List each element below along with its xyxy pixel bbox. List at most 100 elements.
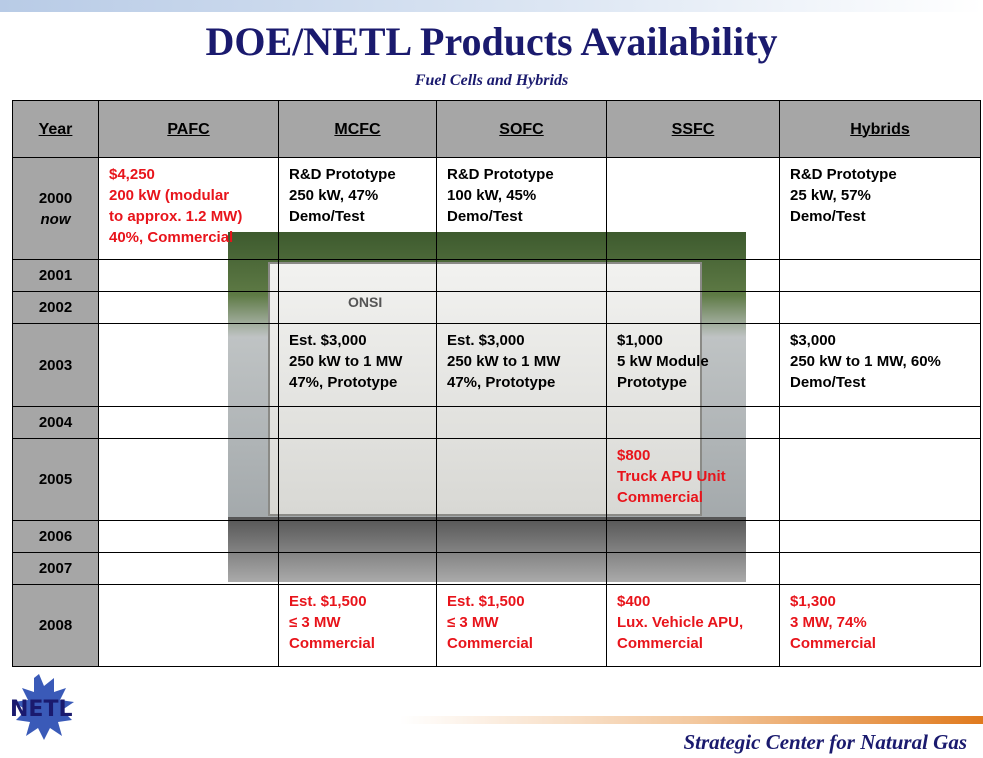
year-note: now: [40, 210, 71, 228]
year: 2007: [38, 560, 73, 577]
year: 2001: [38, 267, 73, 284]
cell: [779, 520, 981, 553]
cell-line: Prototype: [617, 374, 688, 391]
year: 2002: [38, 299, 73, 316]
cell: [436, 438, 607, 521]
cell: [98, 259, 279, 292]
cell-line: $800: [617, 447, 651, 464]
cell: [779, 438, 981, 521]
cell: $3,000 250 kW to 1 MW, 60% Demo/Test: [779, 323, 981, 407]
cell-line: $3,000: [790, 332, 836, 349]
logo: NETL: [10, 674, 74, 740]
cell: [436, 406, 607, 439]
table-row: 2004: [12, 406, 981, 439]
cell: $4,250 200 kW (modular to approx. 1.2 MW) 4…: [98, 157, 279, 260]
cell: [606, 406, 780, 439]
cell-line: Commercial: [289, 635, 375, 652]
cell: R&D Prototype 250 kW, 47% Demo/Test: [278, 157, 437, 260]
cell: [278, 406, 437, 439]
cell: [278, 259, 437, 292]
year-cell: 2008: [12, 584, 99, 667]
cell-line: Est. $3,000: [289, 332, 367, 349]
cell: Est. $3,000 250 kW to 1 MW 47%, Prototype: [436, 323, 607, 407]
footer-text: Strategic Center for Natural Gas: [683, 730, 967, 754]
cell-line: ≤ 3 MW: [289, 614, 341, 631]
cell-line: 100 kW, 45%: [447, 187, 537, 204]
table-row: 2003 Est. $3,000 250 kW to 1 MW 47%, Protot…: [12, 323, 981, 407]
column-header: Hybrids: [779, 100, 981, 158]
cell: [98, 520, 279, 553]
cell: [98, 323, 279, 407]
cell-line: 25 kW, 57%: [790, 187, 871, 204]
year-cell: 2003: [12, 323, 99, 407]
cell-line: 250 kW to 1 MW: [447, 353, 561, 370]
cell-line: Est. $1,500: [289, 593, 367, 610]
cell: [98, 406, 279, 439]
top-bar: [0, 0, 983, 12]
cell-line: Est. $1,500: [447, 593, 525, 610]
header-row: Year PAFC MCFC SOFC SSFC Hybrids: [12, 100, 981, 158]
cell-line: to approx. 1.2 MW): [109, 208, 243, 225]
table-row: 2000 now $4,250 200 kW (modular to approx. 1…: [12, 157, 981, 260]
cell: [436, 259, 607, 292]
cell-line: $400: [617, 593, 651, 610]
cell-line: R&D Prototype: [289, 166, 396, 183]
cell-line: Commercial: [790, 635, 876, 652]
cell-line: 250 kW to 1 MW, 60%: [790, 353, 941, 370]
table-row: 2006: [12, 520, 981, 553]
subtitle: Fuel Cells and Hybrids: [414, 72, 569, 89]
cell: [98, 291, 279, 324]
cell-line: R&D Prototype: [790, 166, 897, 183]
cell: [779, 552, 981, 585]
cell-line: ≤ 3 MW: [447, 614, 499, 631]
year: 2008: [38, 617, 73, 634]
cell-line: 250 kW to 1 MW: [289, 353, 403, 370]
cell-line: $1,000: [617, 332, 663, 349]
year: 2005: [38, 471, 73, 488]
cell: [278, 438, 437, 521]
year-cell: 2007: [12, 552, 99, 585]
cell-line: Demo/Test: [447, 208, 523, 225]
table-row: 2005 $800 Truck APU Unit Commercial: [12, 438, 981, 521]
year-cell: 2005: [12, 438, 99, 521]
year-cell: 2001: [12, 259, 99, 292]
year: 2006: [38, 528, 73, 545]
footer-bar: [400, 716, 983, 724]
cell: [779, 291, 981, 324]
cell-line: 200 kW (modular: [109, 187, 230, 204]
year-cell: 2004: [12, 406, 99, 439]
cell: [436, 520, 607, 553]
cell-line: 3 MW, 74%: [790, 614, 867, 631]
cell: [98, 584, 279, 667]
table-row: 2007: [12, 552, 981, 585]
cell: $800 Truck APU Unit Commercial: [606, 438, 780, 521]
cell-line: Lux. Vehicle APU,: [617, 614, 744, 631]
column-header: SOFC: [436, 100, 607, 158]
cell-line: 250 kW, 47%: [289, 187, 379, 204]
column-header: Year: [12, 100, 99, 158]
cell-line: Est. $3,000: [447, 332, 525, 349]
year: 2000: [38, 189, 73, 207]
column-header: SSFC: [606, 100, 780, 158]
cell-line: Commercial: [617, 489, 703, 506]
cell-line: 40%, Commercial: [109, 229, 234, 246]
table-row: 2001: [12, 259, 981, 292]
cell-line: Commercial: [617, 635, 703, 652]
column-header: MCFC: [278, 100, 437, 158]
cell: [98, 438, 279, 521]
cell: Est. $3,000 250 kW to 1 MW 47%, Prototype: [278, 323, 437, 407]
column-header: PAFC: [98, 100, 279, 158]
cell: [606, 552, 780, 585]
cell: [436, 552, 607, 585]
cell-line: 47%, Prototype: [447, 374, 556, 391]
title: DOE/NETL Products Availability: [205, 19, 778, 64]
cell: [779, 259, 981, 292]
cell: R&D Prototype 25 kW, 57% Demo/Test: [779, 157, 981, 260]
cell: [606, 520, 780, 553]
year-cell: 2002: [12, 291, 99, 324]
year: 2003: [38, 356, 73, 374]
cell: $1,300 3 MW, 74% Commercial: [779, 584, 981, 667]
cell-line: $1,300: [790, 593, 836, 610]
cell: $400 Lux. Vehicle APU, Commercial: [606, 584, 780, 667]
table-row: 2002: [12, 291, 981, 324]
